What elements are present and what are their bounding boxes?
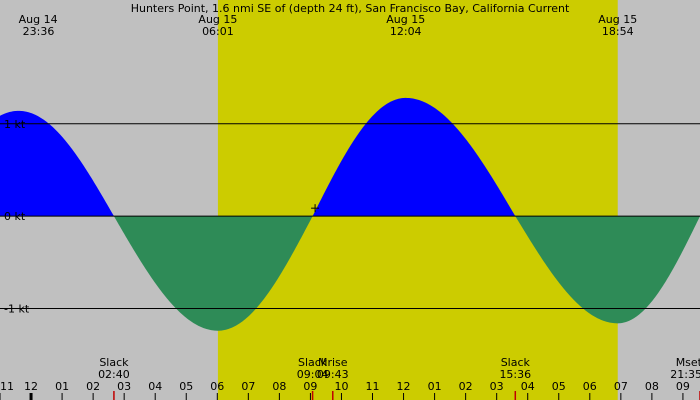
slack-moon-events: Slack02:40Slack09:04Mrise09:43Slack15:36… bbox=[98, 356, 700, 400]
top-date-label: Aug 14 bbox=[19, 13, 58, 26]
hour-tick-label: 09 bbox=[303, 380, 317, 393]
hour-tick-label: 04 bbox=[521, 380, 535, 393]
hour-tick-label: 06 bbox=[210, 380, 224, 393]
event-name-label: Mset bbox=[676, 356, 700, 369]
hour-tick-label: 03 bbox=[117, 380, 131, 393]
top-time-label: 12:04 bbox=[390, 25, 422, 38]
hour-tick-label: 11 bbox=[0, 380, 14, 393]
hour-tick-label: 08 bbox=[272, 380, 286, 393]
hour-tick-label: 01 bbox=[428, 380, 442, 393]
top-date-label: Aug 15 bbox=[198, 13, 237, 26]
top-time-label: 06:01 bbox=[202, 25, 234, 38]
current-time-marker bbox=[311, 204, 320, 213]
event-time-label: 09:04 bbox=[297, 368, 329, 381]
top-time-label: 23:36 bbox=[23, 25, 55, 38]
event-time-label: 15:36 bbox=[499, 368, 531, 381]
hour-tick-label: 06 bbox=[583, 380, 597, 393]
event-name-label: Slack bbox=[298, 356, 328, 369]
hour-tick-label: 11 bbox=[366, 380, 380, 393]
y-tick-label: 1 kt bbox=[4, 118, 26, 131]
hour-tick-label: 05 bbox=[179, 380, 193, 393]
event-time-label: 09:43 bbox=[317, 368, 349, 381]
hour-tick-label: 02 bbox=[86, 380, 100, 393]
event-name-label: Mrise bbox=[318, 356, 348, 369]
y-gridlines: 1 kt 0 kt -1 kt bbox=[0, 118, 700, 316]
y-tick-label: 0 kt bbox=[4, 210, 26, 223]
hour-tick-label: 03 bbox=[490, 380, 504, 393]
hour-tick-label: 04 bbox=[148, 380, 162, 393]
hour-tick-label: 12 bbox=[397, 380, 411, 393]
hour-tick-label: 01 bbox=[55, 380, 69, 393]
hour-tick-label: 08 bbox=[645, 380, 659, 393]
hour-tick-label: 09 bbox=[676, 380, 690, 393]
hour-tick-label: 05 bbox=[552, 380, 566, 393]
hour-tick-label: 02 bbox=[459, 380, 473, 393]
event-time-label: 02:40 bbox=[98, 368, 130, 381]
hour-tick-label: 07 bbox=[614, 380, 628, 393]
hour-tick-label: 12 bbox=[24, 380, 38, 393]
top-date-label: Aug 15 bbox=[598, 13, 637, 26]
top-date-label: Aug 15 bbox=[386, 13, 425, 26]
event-name-label: Slack bbox=[99, 356, 129, 369]
chart-title: Hunters Point, 1.6 nmi SE of (depth 24 f… bbox=[131, 2, 570, 15]
hour-axis: 11 12 01 02 03 04 05 06 07 08 09 10 11 12 01 02 03 04 05 06… bbox=[0, 380, 690, 400]
event-name-label: Slack bbox=[501, 356, 531, 369]
flood-current-area bbox=[0, 97, 700, 217]
event-time-label: 21:35 bbox=[670, 368, 700, 381]
top-time-label: 18:54 bbox=[602, 25, 634, 38]
ebb-current-area bbox=[0, 216, 700, 331]
hour-tick-label: 10 bbox=[334, 380, 348, 393]
hour-tick-label: 07 bbox=[241, 380, 255, 393]
y-tick-label: -1 kt bbox=[4, 303, 30, 316]
